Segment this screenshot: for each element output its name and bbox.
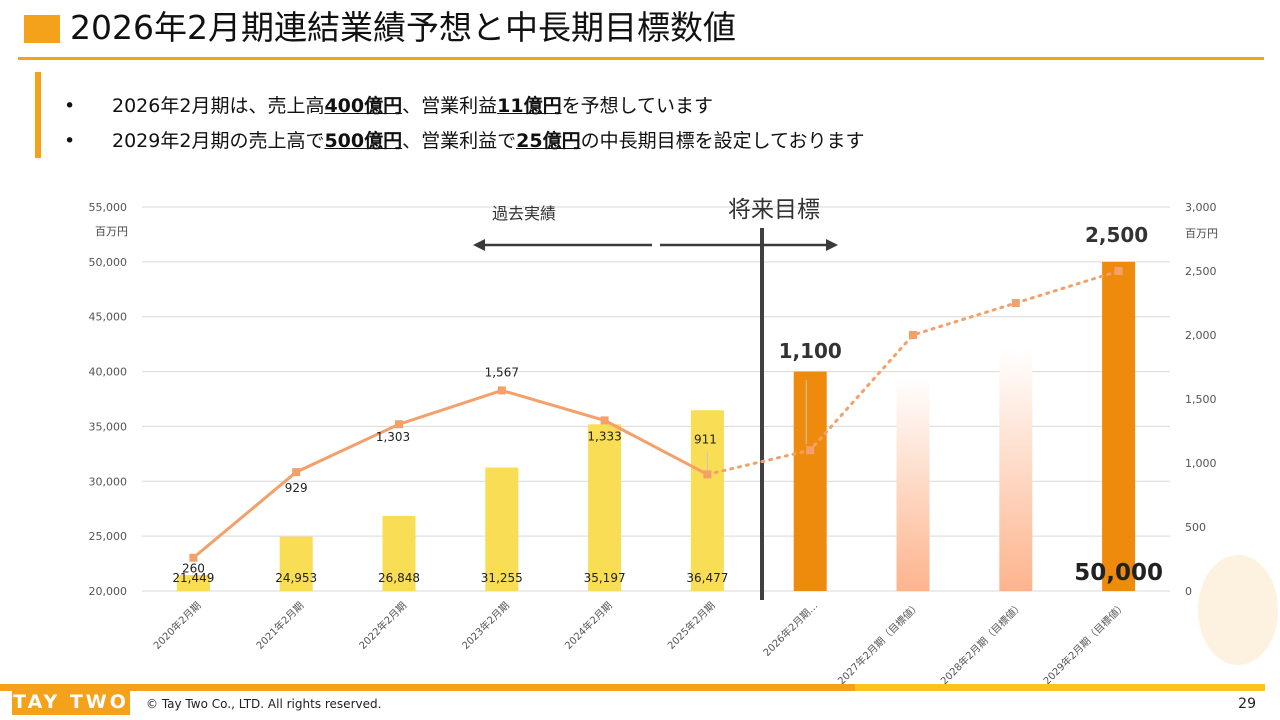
category-tick-label: 2029年2月期（目標値） — [1040, 599, 1128, 687]
category-tick-label: 2026年2月期… — [760, 599, 820, 659]
profit-data-label: 2,500 — [1085, 223, 1148, 247]
sales-data-label: 50,000 — [1074, 560, 1163, 586]
page-number: 29 — [1238, 696, 1256, 712]
bar — [690, 410, 724, 591]
bullet-text: 2029年2月期の売上高で — [112, 130, 325, 152]
category-tick-label: 2023年2月期 — [459, 599, 512, 652]
category-tick-label: 2028年2月期（目標値） — [938, 599, 1026, 687]
bullet-emphasis: 500億円 — [324, 130, 403, 152]
past-results-label: 過去実績 — [492, 204, 556, 223]
right-axis-tick-label: 1,500 — [1185, 393, 1217, 406]
bullet-item: • 2026年2月期は、売上高400億円、営業利益11億円を予想しています — [64, 90, 864, 125]
left-axis-tick-label: 35,000 — [89, 420, 128, 433]
bar — [382, 515, 416, 591]
bar — [176, 575, 210, 591]
sales-data-label: 31,255 — [481, 571, 523, 585]
copyright-text: © Tay Two Co., LTD. All rights reserved. — [146, 697, 382, 711]
profit-data-label: 1,333 — [587, 429, 621, 443]
right-axis-tick-label: 2,000 — [1185, 329, 1217, 342]
mascot-image — [1198, 555, 1278, 665]
left-axis-unit: 百万円 — [95, 225, 128, 238]
profit-point — [600, 416, 609, 425]
sales-data-label: 21,449 — [172, 571, 214, 585]
left-axis-tick-label: 50,000 — [89, 256, 128, 269]
title-marker — [24, 15, 60, 43]
left-axis-tick-label: 45,000 — [89, 311, 128, 324]
bullet-text: の中長期目標を設定しております — [580, 130, 865, 152]
profit-point — [189, 553, 198, 562]
footer-bar — [0, 684, 855, 691]
category-tick-label: 2022年2月期 — [356, 599, 409, 652]
profit-point — [909, 331, 917, 339]
bullet-text: 、営業利益 — [402, 95, 498, 117]
profit-point — [1011, 299, 1020, 307]
bar — [999, 349, 1033, 591]
title-divider — [18, 57, 1264, 60]
bullet-text: を予想しています — [561, 95, 714, 117]
right-axis-tick-label: 3,000 — [1185, 201, 1217, 214]
sales-data-label: 35,197 — [584, 571, 626, 585]
bullet-marker: • — [64, 95, 76, 117]
left-axis-tick-label: 30,000 — [89, 475, 128, 488]
bullet-emphasis: 25億円 — [516, 130, 581, 152]
profit-data-label: 260 — [182, 562, 205, 576]
right-axis-unit: 百万円 — [1185, 227, 1218, 240]
profit-data-label: 911 — [694, 432, 717, 446]
sales-data-label: 24,953 — [275, 571, 317, 585]
left-axis-tick-label: 40,000 — [89, 366, 128, 379]
left-axis-tick-label: 20,000 — [89, 585, 128, 598]
company-logo: TAY TWO — [12, 689, 130, 715]
bullet-text: 2026年2月期は、売上高 — [112, 95, 325, 117]
profit-line-actual — [192, 388, 709, 559]
bar — [1102, 261, 1136, 591]
bar — [588, 424, 622, 591]
category-tick-label: 2020年2月期 — [151, 599, 204, 652]
profit-data-label: 1,303 — [376, 430, 410, 444]
left-axis-tick-label: 25,000 — [89, 530, 128, 543]
page-title: 2026年2月期連結業績予想と中長期目標数値 — [70, 8, 736, 47]
bullet-accent-bar — [35, 72, 41, 158]
profit-data-label: 1,100 — [779, 339, 842, 363]
right-axis-tick-label: 0 — [1185, 585, 1192, 598]
bullet-marker: • — [64, 130, 76, 152]
category-tick-label: 2025年2月期 — [665, 599, 718, 652]
bullet-emphasis: 11億円 — [497, 95, 562, 117]
right-axis-tick-label: 500 — [1185, 521, 1206, 534]
profit-point — [292, 468, 301, 477]
sales-data-label: 36,477 — [686, 571, 728, 585]
profit-point — [703, 470, 712, 479]
bullet-item: • 2029年2月期の売上高で500億円、営業利益で25億円の中長期目標を設定して… — [64, 125, 864, 160]
profit-point — [497, 386, 506, 395]
profit-data-label: 1,567 — [485, 365, 519, 379]
profit-point — [1114, 267, 1123, 275]
bar — [485, 467, 519, 591]
bullet-text: 、営業利益で — [402, 130, 517, 152]
past-arrow-head — [473, 239, 485, 251]
right-axis-tick-label: 1,000 — [1185, 457, 1217, 470]
future-target-label: 将来目標 — [728, 197, 820, 223]
sales-data-label: 26,848 — [378, 571, 420, 585]
category-tick-label: 2024年2月期 — [562, 599, 615, 652]
profit-point — [395, 420, 403, 429]
left-axis-tick-label: 55,000 — [89, 201, 128, 214]
bullet-emphasis: 400億円 — [324, 95, 403, 117]
bullet-list: • 2026年2月期は、売上高400億円、営業利益11億円を予想しています • 20… — [64, 90, 864, 160]
profit-data-label: 929 — [285, 481, 308, 495]
profit-point — [806, 446, 815, 455]
future-arrow-head — [826, 239, 838, 251]
right-axis-tick-label: 2,500 — [1185, 265, 1217, 278]
bar — [279, 536, 313, 591]
category-tick-label: 2027年2月期（目標値） — [835, 599, 923, 687]
bar — [896, 377, 930, 591]
category-tick-label: 2021年2月期 — [253, 599, 306, 652]
footer-bar-accent — [855, 684, 1265, 691]
bar — [793, 371, 827, 591]
